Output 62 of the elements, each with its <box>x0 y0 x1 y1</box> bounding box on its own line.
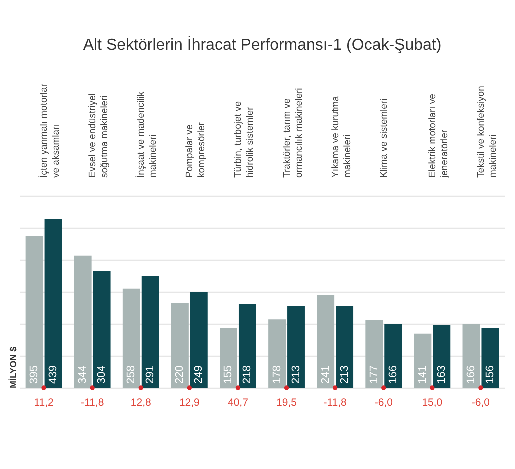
bar <box>190 292 208 388</box>
bar <box>171 304 189 388</box>
annotation: -11,8 <box>324 397 348 409</box>
bar <box>384 324 402 388</box>
annotation: 12,9 <box>179 397 200 409</box>
x-tick-label: İçten yanmalı motorlar ve aksamları <box>38 84 62 178</box>
data-label: 213 <box>290 366 302 384</box>
annotation: 12,8 <box>130 397 152 409</box>
bar <box>462 324 480 388</box>
annotation: -11,8 <box>81 397 104 409</box>
data-label: 241 <box>320 366 332 384</box>
annotation: 15,0 <box>422 397 443 409</box>
x-tick-label: Türbin, turbojet ve hidrolik sistemler <box>233 101 256 178</box>
bar <box>26 236 44 388</box>
bar <box>74 256 92 388</box>
data-label: 291 <box>144 366 157 384</box>
annotation: -6,0 <box>472 397 490 409</box>
data-label: 218 <box>242 366 254 384</box>
data-label: 439 <box>48 366 60 384</box>
x-tick-label: Elektrik motorları ve jeneratörler <box>427 94 450 179</box>
bar <box>317 295 335 388</box>
annotation: 19,5 <box>276 397 298 409</box>
data-label: 156 <box>484 366 496 384</box>
bar <box>288 306 305 388</box>
data-label: 220 <box>174 366 186 384</box>
chart-title: Alt Sektörlerin İhracat Performansı-1 (Ocak-Şubat) <box>83 36 442 54</box>
data-label: 344 <box>77 366 90 384</box>
x-tick-label: Evsel ve endüstriyel soğutma makineleri <box>88 94 111 178</box>
data-label: 155 <box>222 366 235 384</box>
annotation: 40,7 <box>228 397 249 409</box>
x-tick-label: Traktörler, tarım ve ormancılık makineleri <box>282 88 305 178</box>
bar <box>93 271 111 388</box>
data-label: 213 <box>338 366 351 384</box>
y-axis-title: MİLYON $ <box>8 346 18 388</box>
x-tick-label: Yıkama ve kurutma makineleri <box>330 95 354 178</box>
data-label: 166 <box>387 366 400 384</box>
data-label: 166 <box>465 366 478 384</box>
data-label: 177 <box>368 366 380 384</box>
data-label: 395 <box>28 366 41 384</box>
data-label: 141 <box>416 366 429 384</box>
bar <box>366 320 384 388</box>
bar <box>433 325 451 388</box>
data-label: 258 <box>126 366 138 384</box>
x-tick-label: Klima ve sistemleri <box>378 98 390 178</box>
x-tick-label: Pompalar ve kompresörler <box>184 122 208 178</box>
bar <box>414 334 432 388</box>
bar <box>336 306 354 388</box>
bar <box>482 328 500 388</box>
data-label: 163 <box>436 366 448 384</box>
data-label: 304 <box>96 366 108 384</box>
data-label: 249 <box>193 366 206 384</box>
x-tick-label: Tekstil ve konfeksiyon makineleri <box>476 86 499 178</box>
annotation: 11,2 <box>34 397 54 409</box>
bar <box>44 219 62 388</box>
bar <box>268 320 286 388</box>
data-label: 178 <box>271 366 284 384</box>
bar <box>122 288 140 388</box>
x-tick-label: İnşaat ve madencilik makineleri <box>135 92 160 178</box>
bar <box>238 304 256 388</box>
bar <box>142 276 160 388</box>
bar <box>220 328 238 388</box>
annotation: -6,0 <box>374 397 394 409</box>
